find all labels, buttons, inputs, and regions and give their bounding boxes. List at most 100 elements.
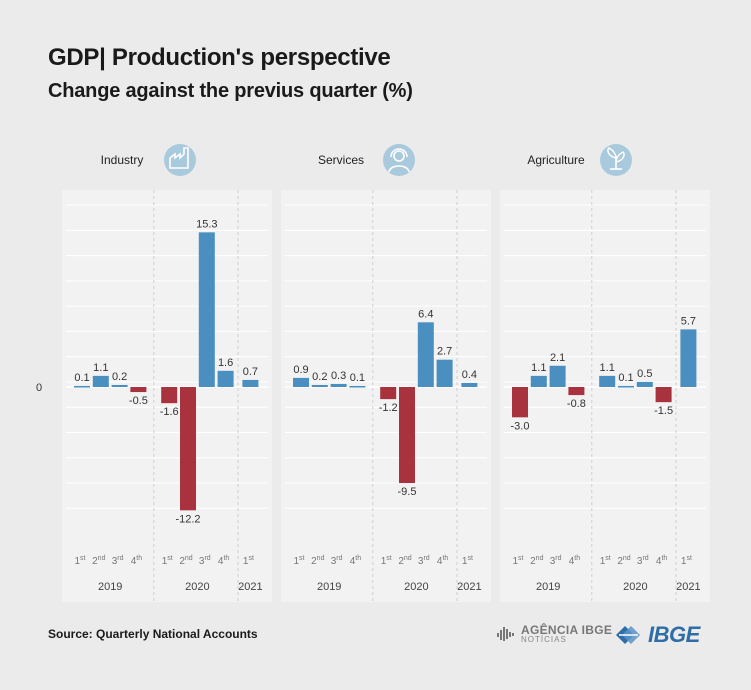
- quarter-suffix: th: [223, 555, 229, 562]
- quarter-number: 4: [218, 556, 224, 567]
- bar: [198, 232, 215, 387]
- quarter-number: 2: [398, 556, 404, 567]
- quarter-number: 3: [199, 556, 205, 567]
- quarter-tick-label: 1st: [462, 555, 473, 567]
- ibge-wordmark: IBGE: [648, 622, 700, 647]
- data-label: -9.5: [398, 486, 417, 498]
- bar: [92, 375, 109, 387]
- panel-label: Industry: [101, 153, 144, 167]
- quarter-suffix: nd: [317, 555, 325, 562]
- bar: [242, 379, 259, 387]
- data-label: 2.7: [437, 346, 452, 358]
- agencia-subname: NOTÍCIAS: [521, 635, 567, 644]
- year-label: 2021: [676, 581, 700, 593]
- panel-agriculture: Agriculture-3.01.12.1-0.81.10.1 0.5-1.55.…: [500, 144, 710, 602]
- data-label: -12.2: [175, 513, 200, 525]
- quarter-suffix: rd: [204, 555, 210, 562]
- data-label: 0.1: [618, 372, 633, 384]
- panel-industry: Industry 0.1 1.1 0.2-0.5 -1.6 -12.2 15.3 1.6 0.7…: [62, 144, 272, 602]
- quarter-suffix: st: [686, 555, 692, 562]
- quarter-tick-label: 1st: [600, 555, 611, 567]
- bar: [161, 387, 178, 404]
- panel-label: Agriculture: [527, 153, 585, 167]
- quarter-tick-label: 4th: [656, 555, 668, 567]
- quarter-number: 1: [462, 556, 468, 567]
- quarter-suffix: st: [248, 555, 254, 562]
- quarter-suffix: th: [661, 555, 667, 562]
- data-label: 0.4: [462, 369, 477, 381]
- data-label: 0.2: [312, 371, 327, 383]
- plant-icon-leaf-left: [607, 147, 617, 159]
- quarter-tick-label: 2nd: [617, 555, 630, 567]
- quarter-suffix: rd: [423, 555, 429, 562]
- ibge-logo: IBGE: [612, 622, 700, 648]
- bar: [293, 377, 309, 387]
- quarter-number: 4: [656, 556, 662, 567]
- data-label: 1.1: [531, 362, 546, 374]
- chart-subtitle: Change against the previus quarter (%): [48, 80, 413, 102]
- customer-service-icon: [383, 144, 415, 176]
- quarter-number: 3: [331, 556, 337, 567]
- data-label: -1.6: [160, 406, 179, 418]
- zero-axis-label: 0: [36, 382, 42, 394]
- data-label: 0.7: [243, 366, 258, 378]
- quarter-tick-label: 2nd: [530, 555, 543, 567]
- quarter-suffix: rd: [642, 555, 648, 562]
- quarter-number: 1: [600, 556, 606, 567]
- quarter-tick-label: 4th: [350, 555, 362, 567]
- quarter-tick-label: 4th: [131, 555, 143, 567]
- quarter-tick-label: 4th: [218, 555, 230, 567]
- quarter-number: 2: [179, 556, 185, 567]
- bar: [655, 387, 672, 403]
- agencia-ibge-logo: AGÊNCIA IBGE NOTÍCIAS: [496, 624, 612, 644]
- bar: [311, 384, 328, 387]
- quarter-number: 1: [681, 556, 687, 567]
- quarter-tick-label: 3rd: [331, 555, 343, 567]
- quarter-tick-label: 3rd: [637, 555, 649, 567]
- quarter-tick-label: 2nd: [311, 555, 324, 567]
- year-label: 2019: [98, 581, 122, 593]
- quarter-number: 1: [162, 556, 168, 567]
- year-label: 2021: [457, 581, 481, 593]
- source-note: Source: Quarterly National Accounts: [48, 627, 258, 641]
- data-label: 6.4: [418, 308, 433, 320]
- data-label: 1.6: [218, 357, 233, 369]
- bar: [461, 382, 478, 387]
- bar: [512, 387, 528, 418]
- quarter-number: 1: [293, 556, 299, 567]
- quarter-suffix: rd: [336, 555, 342, 562]
- quarter-suffix: st: [386, 555, 392, 562]
- quarter-tick-label: 1st: [512, 555, 523, 567]
- quarter-suffix: nd: [98, 555, 106, 562]
- quarter-number: 4: [350, 556, 356, 567]
- quarter-number: 1: [74, 556, 80, 567]
- quarter-suffix: st: [518, 555, 524, 562]
- quarter-suffix: nd: [185, 555, 193, 562]
- quarter-tick-label: 2nd: [398, 555, 411, 567]
- data-label: 2.1: [550, 352, 565, 364]
- data-label: 1.1: [93, 362, 108, 374]
- agencia-bars-icon: [497, 627, 514, 641]
- data-label: -0.5: [129, 395, 148, 407]
- quarter-number: 4: [569, 556, 575, 567]
- year-label: 2019: [536, 581, 560, 593]
- factory-icon-bg: [164, 144, 196, 176]
- bar: [180, 387, 196, 511]
- ibge-emblem-icon: [616, 626, 640, 644]
- bar: [111, 384, 128, 387]
- bar: [399, 387, 415, 484]
- data-label: -0.8: [567, 398, 586, 410]
- bar: [330, 383, 347, 387]
- quarter-number: 1: [512, 556, 518, 567]
- quarter-tick-label: 1st: [293, 555, 304, 567]
- data-label: 1.1: [600, 362, 615, 374]
- data-label: 15.3: [196, 218, 217, 230]
- quarter-tick-label: 4th: [569, 555, 581, 567]
- bar: [380, 387, 397, 400]
- quarter-suffix: nd: [536, 555, 544, 562]
- quarter-number: 1: [243, 556, 249, 567]
- bar: [74, 385, 90, 388]
- quarter-tick-label: 3rd: [112, 555, 124, 567]
- bar: [217, 370, 234, 387]
- quarter-suffix: st: [167, 555, 173, 562]
